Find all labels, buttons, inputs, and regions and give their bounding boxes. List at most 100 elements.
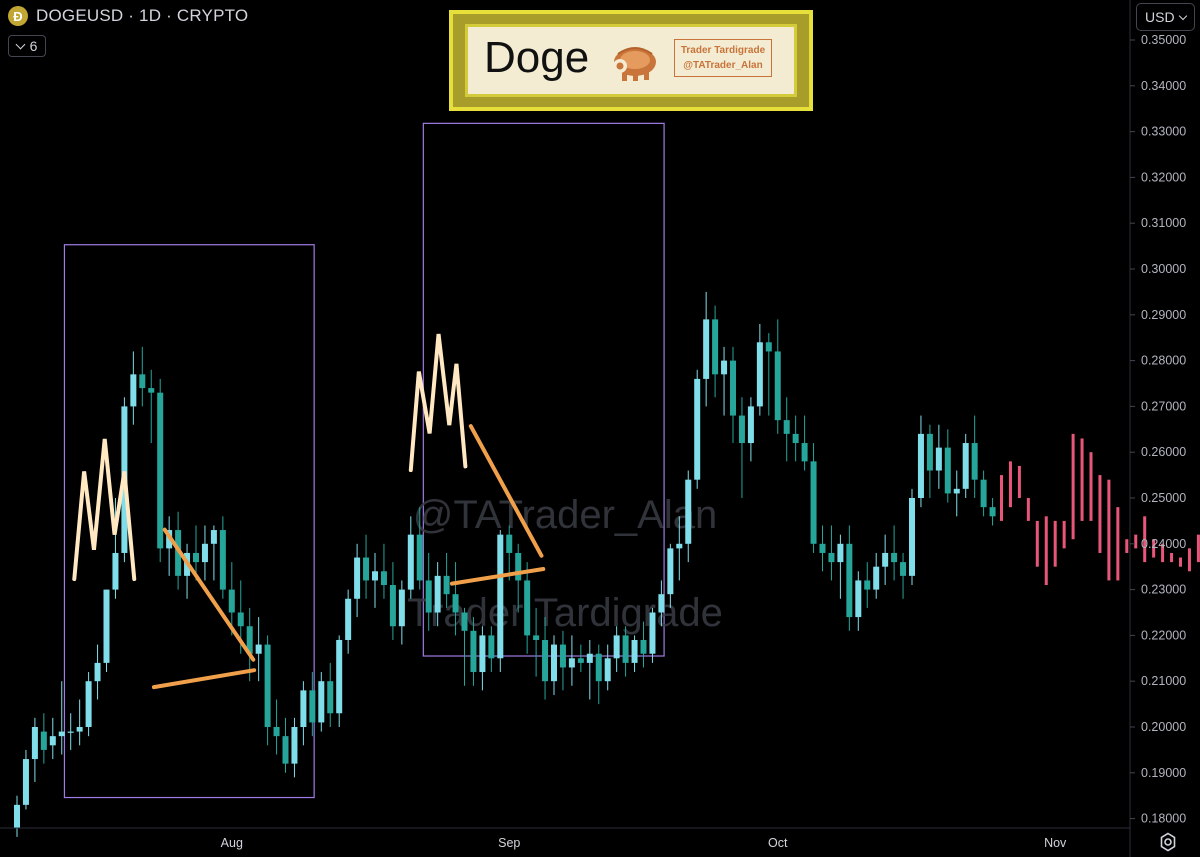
candle-body [497,534,504,659]
candle-body [300,690,307,727]
candle-body [926,433,933,471]
price-tick-label: 0.22000 [1141,628,1186,642]
candle-body [551,644,557,682]
candle-body [246,626,253,654]
price-tick-label: 0.35000 [1141,33,1186,47]
projection-bar [1125,539,1129,553]
candle-body [479,635,486,673]
currency-value: USD [1145,9,1175,25]
candle-body [685,479,692,544]
author-card: Trader Tardigrade @TATrader_Alan [674,39,772,77]
candle-body [882,552,889,567]
candle-body [31,727,38,760]
candle-body [694,378,701,480]
candle-body [559,644,566,668]
candle-body [873,566,880,590]
candle-body [372,571,378,581]
candle-body [917,433,924,498]
candle-body [22,759,29,805]
settings-gear-icon[interactable] [1158,832,1178,852]
candle-body [891,552,898,563]
candle-body [962,443,969,489]
price-tick-label: 0.31000 [1141,216,1186,230]
trendline [151,668,257,690]
candle-body [282,736,289,764]
candle-body [425,580,432,613]
doge-coin-icon: Ð [8,6,28,26]
candle-body [363,557,370,581]
projection-bar [1187,548,1191,572]
candle-body [765,342,772,352]
price-tick-label: 0.20000 [1141,720,1186,734]
projection-bar [1161,543,1165,563]
candle-body [76,727,83,732]
candle-body [58,731,65,737]
candle-body [846,543,853,618]
candle-body [318,681,325,723]
candle-body [774,351,781,421]
time-tick-label: Aug [221,836,243,850]
candle-body [837,543,844,563]
projection-bar [1098,475,1102,553]
candle-body [40,731,47,750]
price-tick-label: 0.32000 [1141,170,1186,184]
candle-body [980,479,987,508]
price-tick-label: 0.27000 [1141,399,1186,413]
range-box [63,244,315,799]
candle-body [613,635,620,659]
chevron-down-icon [15,39,26,50]
candle-body [94,662,101,682]
candle-body [416,534,423,581]
symbol-header[interactable]: Ð DOGEUSD · 1D · CRYPTO [8,6,248,26]
symbol-title: DOGEUSD · 1D · CRYPTO [36,6,249,25]
price-tick-label: 0.30000 [1141,262,1186,276]
candle-body [953,488,960,494]
candlestick-series [14,291,996,837]
candle-body [219,530,226,590]
candle-body [586,653,593,663]
candle-body [524,580,531,636]
chevron-down-icon [1178,11,1188,20]
candle-body [210,530,217,544]
candle-body [721,360,728,375]
candle-body [649,612,656,654]
candle-body [228,589,235,613]
candle-body [676,543,683,549]
candle-body [461,612,468,631]
candle-body [67,731,74,733]
price-tick-label: 0.28000 [1141,354,1186,368]
price-tick-label: 0.25000 [1141,491,1186,505]
candle-body [112,552,119,590]
projection-bar [1170,552,1174,563]
candle-body [971,443,978,480]
currency-selector[interactable]: USD [1136,3,1195,31]
candle-body [542,639,549,682]
candle-body [506,534,513,553]
projection-bar [1000,475,1003,521]
candle-body [237,612,244,627]
candle-body [944,447,951,494]
candle-body [14,804,20,828]
candle-body [577,658,584,663]
candle-body [398,589,405,627]
candle-body [407,534,414,590]
indicator-count: 6 [29,38,38,54]
candle-body [801,443,808,462]
price-tick-label: 0.24000 [1141,537,1186,551]
author-name: Trader Tardigrade [680,45,766,56]
projection-bar [1080,438,1084,521]
projection-bar [1017,465,1021,498]
author-handle: @TATrader_Alan [683,60,763,71]
candle-body [568,658,575,668]
projection-bar [1035,520,1039,567]
title-banner: Doge Trader Tardigrade @TATrader_Alan [449,10,813,111]
indicators-toggle[interactable]: 6 [8,35,46,57]
drawings [72,333,546,690]
candle-body [855,580,862,618]
price-tick-label: 0.34000 [1141,79,1186,93]
candle-body [631,639,638,663]
projection-bar [1062,520,1066,549]
trendline [449,566,546,586]
candle-body [470,630,477,673]
